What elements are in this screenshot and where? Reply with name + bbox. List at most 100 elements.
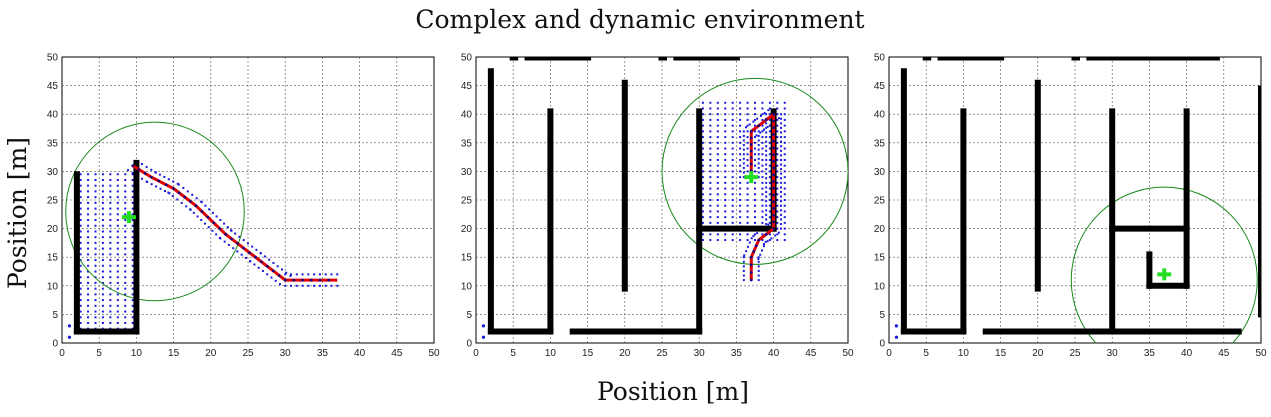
explored-cell bbox=[768, 187, 771, 190]
explored-cell bbox=[780, 126, 783, 129]
explored-cell bbox=[101, 241, 104, 244]
explored-cell bbox=[746, 101, 749, 104]
explored-cell bbox=[724, 130, 727, 133]
explored-cell bbox=[109, 201, 112, 204]
explored-cell bbox=[146, 180, 149, 183]
explored-cell bbox=[761, 130, 764, 133]
explored-cell bbox=[765, 122, 768, 125]
explored-cell bbox=[783, 130, 786, 133]
explored-cell bbox=[185, 205, 188, 208]
explored-cell bbox=[774, 234, 777, 237]
explored-cell bbox=[780, 140, 783, 143]
explored-cell bbox=[124, 270, 127, 273]
explored-cell bbox=[701, 164, 704, 167]
explored-cell bbox=[131, 304, 134, 307]
explored-cell bbox=[94, 201, 97, 204]
explored-cell bbox=[746, 130, 749, 133]
path-node bbox=[236, 242, 239, 245]
explored-cell bbox=[79, 321, 82, 324]
explored-cell bbox=[116, 178, 119, 181]
explored-cell bbox=[757, 144, 760, 147]
explored-cell bbox=[109, 190, 112, 193]
x-tick-label: 5 bbox=[923, 348, 929, 359]
explored-cell bbox=[94, 316, 97, 319]
explored-cell bbox=[709, 176, 712, 179]
explored-cell bbox=[748, 241, 751, 244]
explored-cell bbox=[204, 204, 207, 207]
plot-panel-left: 0 5 10 15 20 25 30 35 40 45 50 0 5 10 15 20 25 30 35 40 45 50 bbox=[47, 53, 440, 360]
explored-cell bbox=[313, 273, 316, 276]
explored-cell bbox=[709, 204, 712, 207]
y-tick-label: 25 bbox=[47, 196, 59, 207]
explored-cell bbox=[768, 170, 771, 173]
explored-cell bbox=[776, 147, 779, 150]
explored-cell bbox=[124, 310, 127, 313]
explored-cell bbox=[131, 247, 134, 250]
explored-cell bbox=[780, 186, 783, 189]
y-tick-label: 50 bbox=[461, 53, 473, 64]
explored-cell bbox=[131, 310, 134, 313]
explored-cell bbox=[716, 239, 719, 242]
explored-cell bbox=[731, 181, 734, 184]
x-tick-label: 15 bbox=[168, 348, 180, 359]
sensor-range-circle bbox=[661, 77, 848, 265]
explored-cell bbox=[765, 181, 768, 184]
explored-cell bbox=[196, 215, 199, 218]
explored-cell bbox=[124, 287, 127, 290]
explored-cell bbox=[701, 170, 704, 173]
explored-cell bbox=[724, 210, 727, 213]
explored-cell bbox=[101, 281, 104, 284]
explored-cell bbox=[731, 210, 734, 213]
explored-cell bbox=[87, 184, 90, 187]
explored-cell bbox=[742, 162, 745, 165]
x-tick-label: 15 bbox=[995, 348, 1007, 359]
explored-cell bbox=[195, 197, 198, 200]
explored-cell bbox=[79, 178, 82, 181]
plot-panel-right: 0 5 10 15 20 25 30 35 40 45 50 0 5 10 15 20 25 30 35 40 45 50 bbox=[874, 53, 1267, 360]
explored-cell bbox=[251, 245, 254, 248]
path-node bbox=[206, 215, 210, 219]
explored-cell bbox=[101, 224, 104, 227]
explored-cell bbox=[94, 259, 97, 262]
explored-cell bbox=[765, 195, 768, 198]
explored-cell bbox=[203, 222, 206, 225]
explored-cell bbox=[79, 299, 82, 302]
explored-cell bbox=[783, 210, 786, 213]
y-tick-label: 40 bbox=[874, 110, 886, 121]
explored-cell bbox=[765, 154, 768, 157]
explored-cell bbox=[701, 239, 704, 242]
explored-cell bbox=[295, 284, 298, 287]
explored-cell bbox=[116, 201, 119, 204]
explored-cell bbox=[768, 221, 771, 224]
explored-cell bbox=[724, 153, 727, 156]
explored-cell bbox=[724, 181, 727, 184]
explored-cell bbox=[764, 240, 767, 243]
explored-cell bbox=[761, 113, 764, 116]
y-tick-label: 30 bbox=[461, 167, 473, 178]
explored-cell bbox=[742, 139, 745, 142]
explored-cell bbox=[124, 241, 127, 244]
explored-cell bbox=[716, 216, 719, 219]
explored-cell bbox=[768, 204, 771, 207]
explored-cell bbox=[761, 164, 764, 167]
x-tick-label: 0 bbox=[473, 348, 479, 359]
path-node bbox=[189, 200, 192, 203]
explored-cell bbox=[87, 281, 90, 284]
explored-cell bbox=[762, 128, 765, 131]
plot-content bbox=[481, 57, 848, 339]
sensor-range-circle bbox=[65, 121, 245, 302]
path-node bbox=[772, 186, 775, 190]
explored-cell bbox=[94, 178, 97, 181]
explored-cell bbox=[783, 239, 786, 242]
explored-cell bbox=[87, 236, 90, 239]
explored-cell bbox=[761, 221, 764, 224]
explored-cell bbox=[124, 219, 127, 222]
explored-cell bbox=[739, 221, 742, 224]
explored-cell bbox=[768, 101, 771, 104]
explored-cell bbox=[124, 281, 127, 284]
start-marker bbox=[67, 324, 72, 328]
explored-cell bbox=[724, 147, 727, 150]
path-node bbox=[131, 164, 134, 167]
path-node bbox=[764, 233, 768, 236]
explored-cell bbox=[94, 241, 97, 244]
